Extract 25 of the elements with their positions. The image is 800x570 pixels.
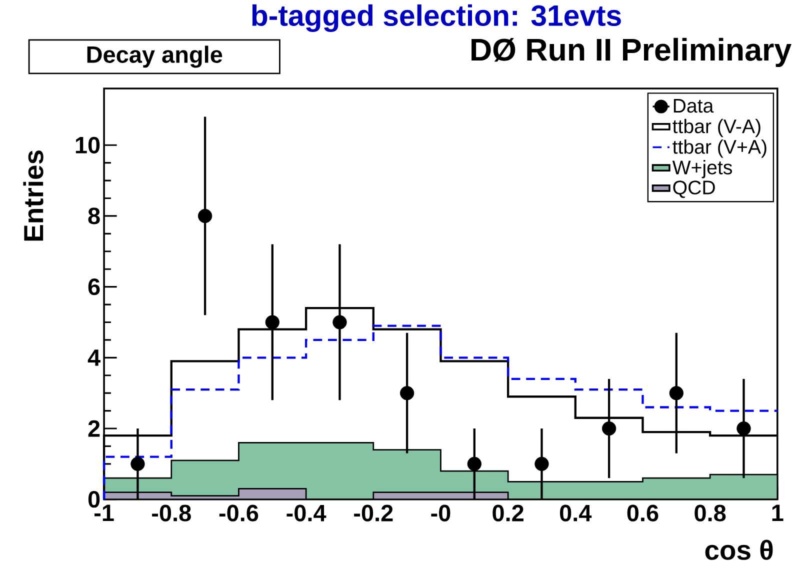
- legend-label: Data: [674, 98, 714, 113]
- x-tick-label: -0.2: [354, 504, 393, 522]
- x-axis-title: cos θ: [705, 540, 773, 560]
- legend-label: QCD: [673, 180, 715, 198]
- legend-label: ttbar (V-A): [672, 118, 760, 138]
- x-tick-label: -0.6: [219, 504, 258, 522]
- text: DØ Run II Preliminary: [472, 38, 792, 67]
- x-tick-label: 0.6: [627, 504, 658, 522]
- x-tick-label: 0.2: [492, 504, 524, 522]
- y-tick-label: 8: [88, 208, 100, 224]
- x-tick-label: 0.4: [560, 504, 592, 522]
- y-tick-label: 6: [88, 278, 100, 296]
- x-tick-label: 0.8: [694, 504, 726, 522]
- legend-label: W+jets: [672, 160, 732, 178]
- y-tick-label: 2: [88, 420, 100, 437]
- legend-label: ttbar (V+A): [672, 139, 766, 158]
- x-tick-label: 1: [772, 504, 784, 521]
- x-tick-label: -0.8: [152, 504, 191, 522]
- y-axis-title: Entries: [23, 150, 44, 241]
- text: Decay angle: [87, 46, 222, 68]
- chart-title: b-tagged selection: 31evts: [252, 4, 621, 32]
- x-tick-label: -0: [431, 504, 450, 522]
- y-tick-label: 4: [88, 350, 100, 366]
- y-tick-label: 10: [76, 136, 100, 154]
- x-tick-label: -0.4: [286, 504, 326, 522]
